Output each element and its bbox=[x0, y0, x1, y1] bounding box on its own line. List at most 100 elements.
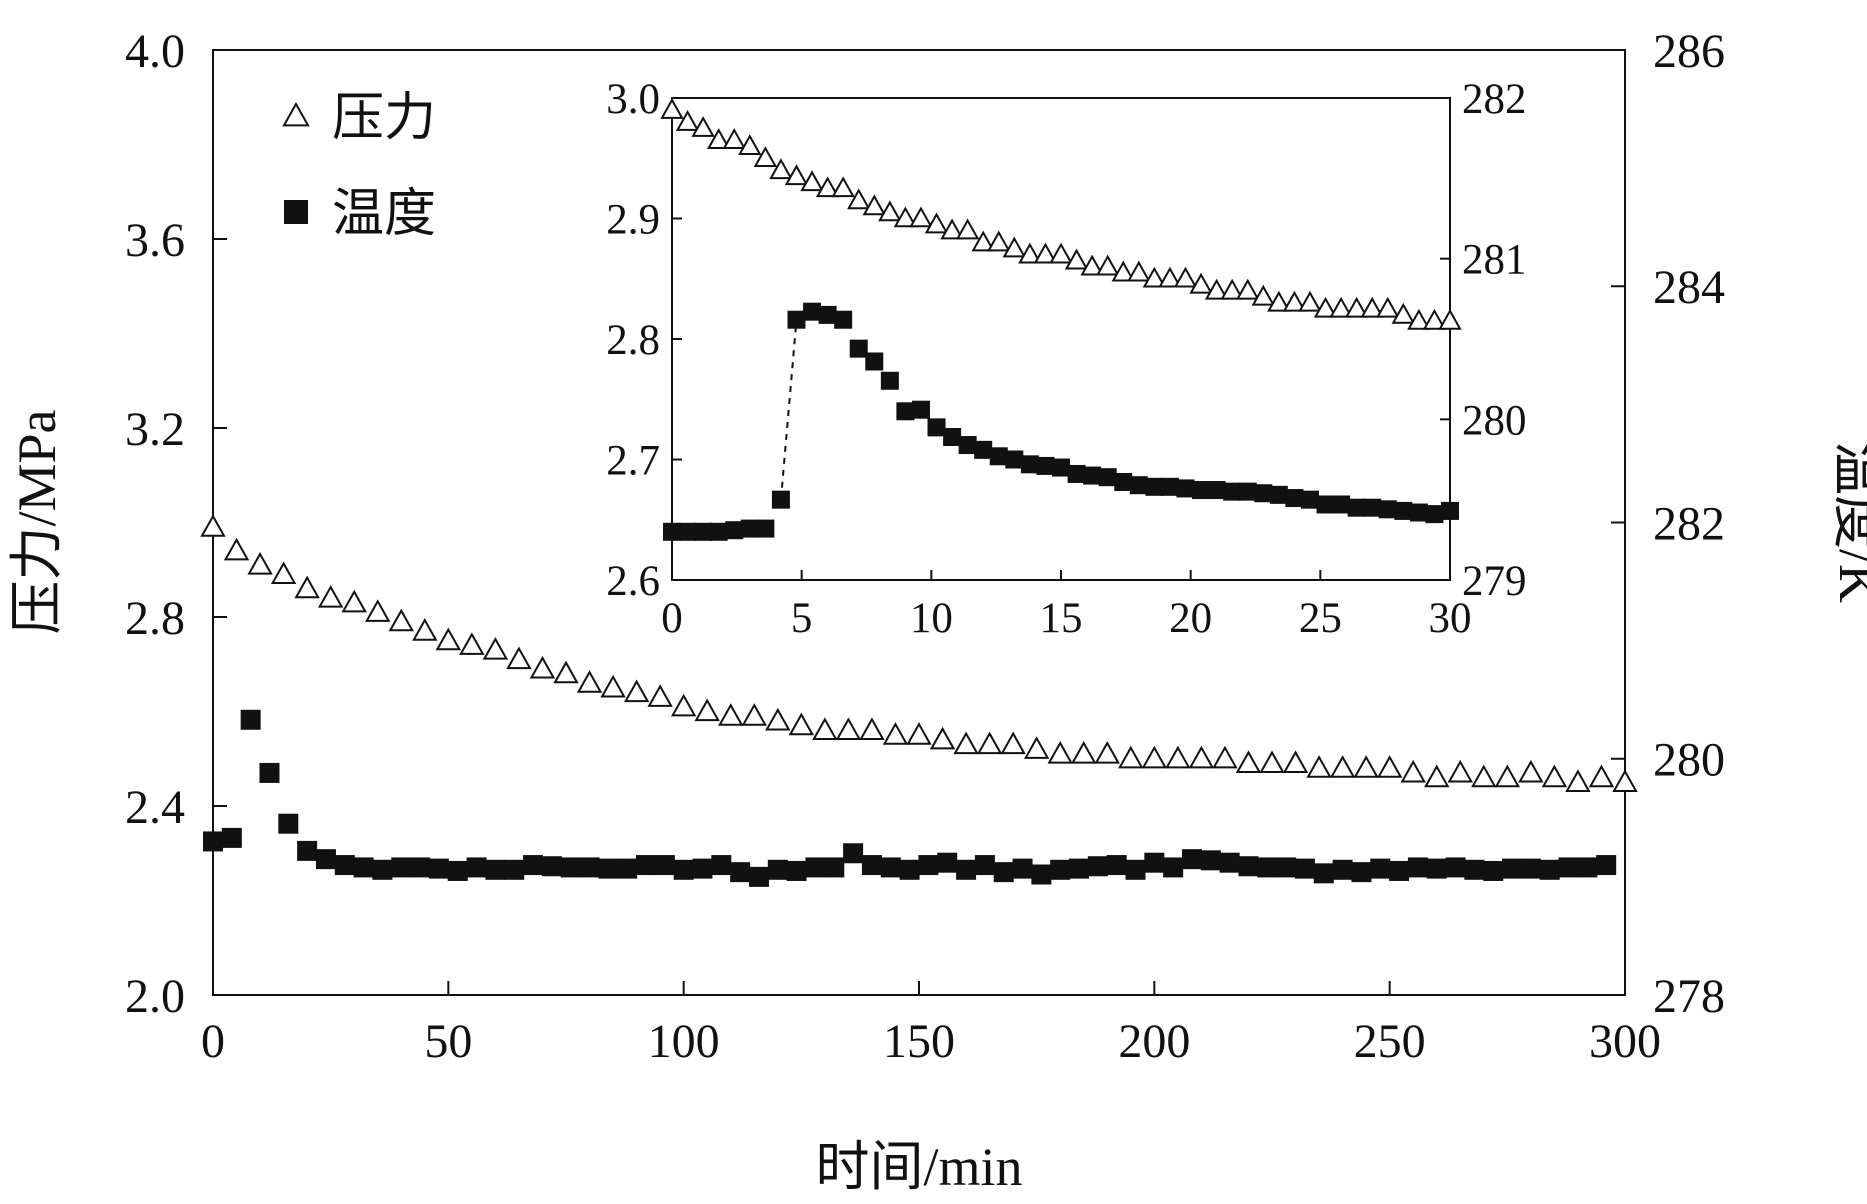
inset-temperature-point bbox=[1409, 503, 1428, 522]
main-temperature-point bbox=[824, 857, 845, 878]
inset-temperature-point bbox=[694, 522, 713, 541]
inset-pressure-point bbox=[1127, 260, 1151, 282]
inset-temperature-point bbox=[1207, 481, 1226, 500]
main-y-left-tick-label: 3.6 bbox=[125, 214, 185, 267]
main-temperature-point bbox=[1539, 859, 1560, 880]
main-pressure-point bbox=[341, 589, 367, 613]
inset-pressure-point bbox=[1313, 296, 1338, 318]
main-temperature-point bbox=[1257, 857, 1278, 878]
main-temperature-point bbox=[1069, 858, 1090, 879]
main-y-left-tick-label: 2.4 bbox=[125, 781, 185, 834]
inset-temperature-point bbox=[911, 400, 930, 419]
main-temperature-point bbox=[1464, 859, 1485, 880]
main-pressure-point bbox=[882, 722, 909, 745]
main-temperature-point bbox=[1520, 858, 1541, 879]
inset-pressure-point bbox=[1018, 242, 1042, 264]
main-x-tick-label: 50 bbox=[424, 1015, 472, 1068]
inset-pressure-point bbox=[971, 230, 995, 252]
inset-temperature-point bbox=[1036, 456, 1055, 475]
inset-pressure-point bbox=[769, 158, 793, 180]
inset-temperature-point bbox=[927, 418, 946, 437]
inset-temperature-point bbox=[1114, 472, 1133, 491]
main-temperature-point bbox=[636, 855, 657, 876]
main-y-right-tick-label: 278 bbox=[1653, 970, 1725, 1023]
main-pressure-point bbox=[200, 514, 226, 537]
legend-label-temperature: 温度 bbox=[332, 186, 436, 243]
inset-temperature-point bbox=[1394, 501, 1413, 520]
inset-temperature-point bbox=[958, 436, 977, 455]
main-pressure-point bbox=[741, 703, 767, 726]
inset-pressure-point bbox=[987, 230, 1011, 252]
main-temperature-point bbox=[880, 857, 901, 878]
main-pressure-point bbox=[1541, 764, 1568, 788]
main-y-right-tick-label: 284 bbox=[1653, 261, 1725, 314]
main-temperature-point bbox=[805, 857, 826, 878]
main-pressure-point bbox=[929, 726, 956, 750]
inset-temperature-point bbox=[1254, 484, 1273, 503]
inset-temperature-point bbox=[880, 371, 899, 390]
main-pressure-point bbox=[412, 618, 438, 641]
main-pressure-point bbox=[270, 561, 297, 585]
main-temperature-point bbox=[711, 855, 732, 876]
inset-temperature-point bbox=[896, 402, 915, 421]
main-temperature-point bbox=[1276, 857, 1297, 878]
inset-temperature-point bbox=[1083, 466, 1102, 485]
inset-pressure-point bbox=[1267, 290, 1291, 312]
main-temperature-point bbox=[974, 855, 995, 876]
main-x-tick-label: 100 bbox=[648, 1015, 720, 1068]
inset-pressure-point bbox=[847, 188, 871, 210]
inset-pressure-point bbox=[800, 170, 824, 192]
main-pressure-point bbox=[600, 674, 626, 698]
inset-pressure-point bbox=[1422, 308, 1447, 330]
main-chart: 0 50 100 150 200 250 3002.02.42.83.23.64.02782… bbox=[7, 25, 1867, 1197]
inset-temperature-point bbox=[1145, 477, 1164, 496]
inset-pressure-point bbox=[1220, 278, 1244, 300]
inset-x-tick-label: 25 bbox=[1299, 595, 1342, 642]
main-pressure-point bbox=[1447, 759, 1473, 783]
inset-pressure-point bbox=[940, 218, 964, 240]
inset-temperature-point bbox=[818, 305, 837, 324]
inset-temperature-point bbox=[771, 490, 790, 509]
inset-pressure-point bbox=[1298, 290, 1322, 312]
main-pressure-point bbox=[623, 679, 650, 703]
inset-temperature-point bbox=[1441, 501, 1459, 520]
inset-y-left-tick-label: 3.0 bbox=[606, 76, 660, 123]
inset-temperature-point bbox=[849, 339, 868, 358]
inset-temperature-point bbox=[1005, 450, 1024, 469]
main-pressure-point bbox=[1023, 736, 1050, 759]
legend-square-marker bbox=[284, 200, 308, 224]
main-pressure-point bbox=[1612, 769, 1638, 792]
main-temperature-point bbox=[1332, 859, 1353, 880]
inset-y-left-tick-label: 2.6 bbox=[606, 558, 660, 605]
main-temperature-point bbox=[956, 859, 977, 880]
main-pressure-point bbox=[1400, 759, 1426, 783]
inset-temperature-point bbox=[678, 522, 697, 541]
inset-pressure-point bbox=[691, 116, 715, 137]
main-pressure-point bbox=[1118, 745, 1144, 769]
inset-series-pressure bbox=[660, 98, 1462, 330]
main-temperature-point bbox=[410, 857, 431, 878]
main-temperature-point bbox=[485, 859, 506, 880]
main-pressure-point bbox=[1353, 755, 1379, 778]
inset-temperature-point bbox=[725, 521, 744, 540]
main-x-tick-label: 150 bbox=[883, 1015, 955, 1068]
main-temperature-point bbox=[372, 859, 393, 880]
inset-pressure-point bbox=[1376, 296, 1400, 318]
main-temperature-point bbox=[843, 843, 864, 864]
main-y-left-tick-label: 2.8 bbox=[125, 592, 185, 645]
inset-temperature-point bbox=[1378, 500, 1397, 519]
inset-chart: 0 5 10 15 20 25 30 2.6 2.7 2.8 2.9 3.0 279 280 281 282 bbox=[606, 76, 1526, 642]
main-temperature-point bbox=[786, 860, 807, 881]
main-pressure-point bbox=[718, 703, 744, 726]
main-temperature-point bbox=[1558, 857, 1579, 878]
main-series-pressure bbox=[200, 514, 1638, 792]
y-right-axis-title: 温度/K bbox=[1828, 441, 1867, 603]
inset-pressure-point bbox=[1033, 242, 1058, 264]
main-pressure-point bbox=[1306, 755, 1332, 778]
main-pressure-point bbox=[365, 599, 391, 622]
inset-y-left-tick-label: 2.9 bbox=[606, 197, 660, 244]
main-temperature-point bbox=[748, 866, 769, 887]
main-temperature-point bbox=[692, 858, 713, 879]
inset-temperature-point bbox=[1347, 498, 1366, 517]
